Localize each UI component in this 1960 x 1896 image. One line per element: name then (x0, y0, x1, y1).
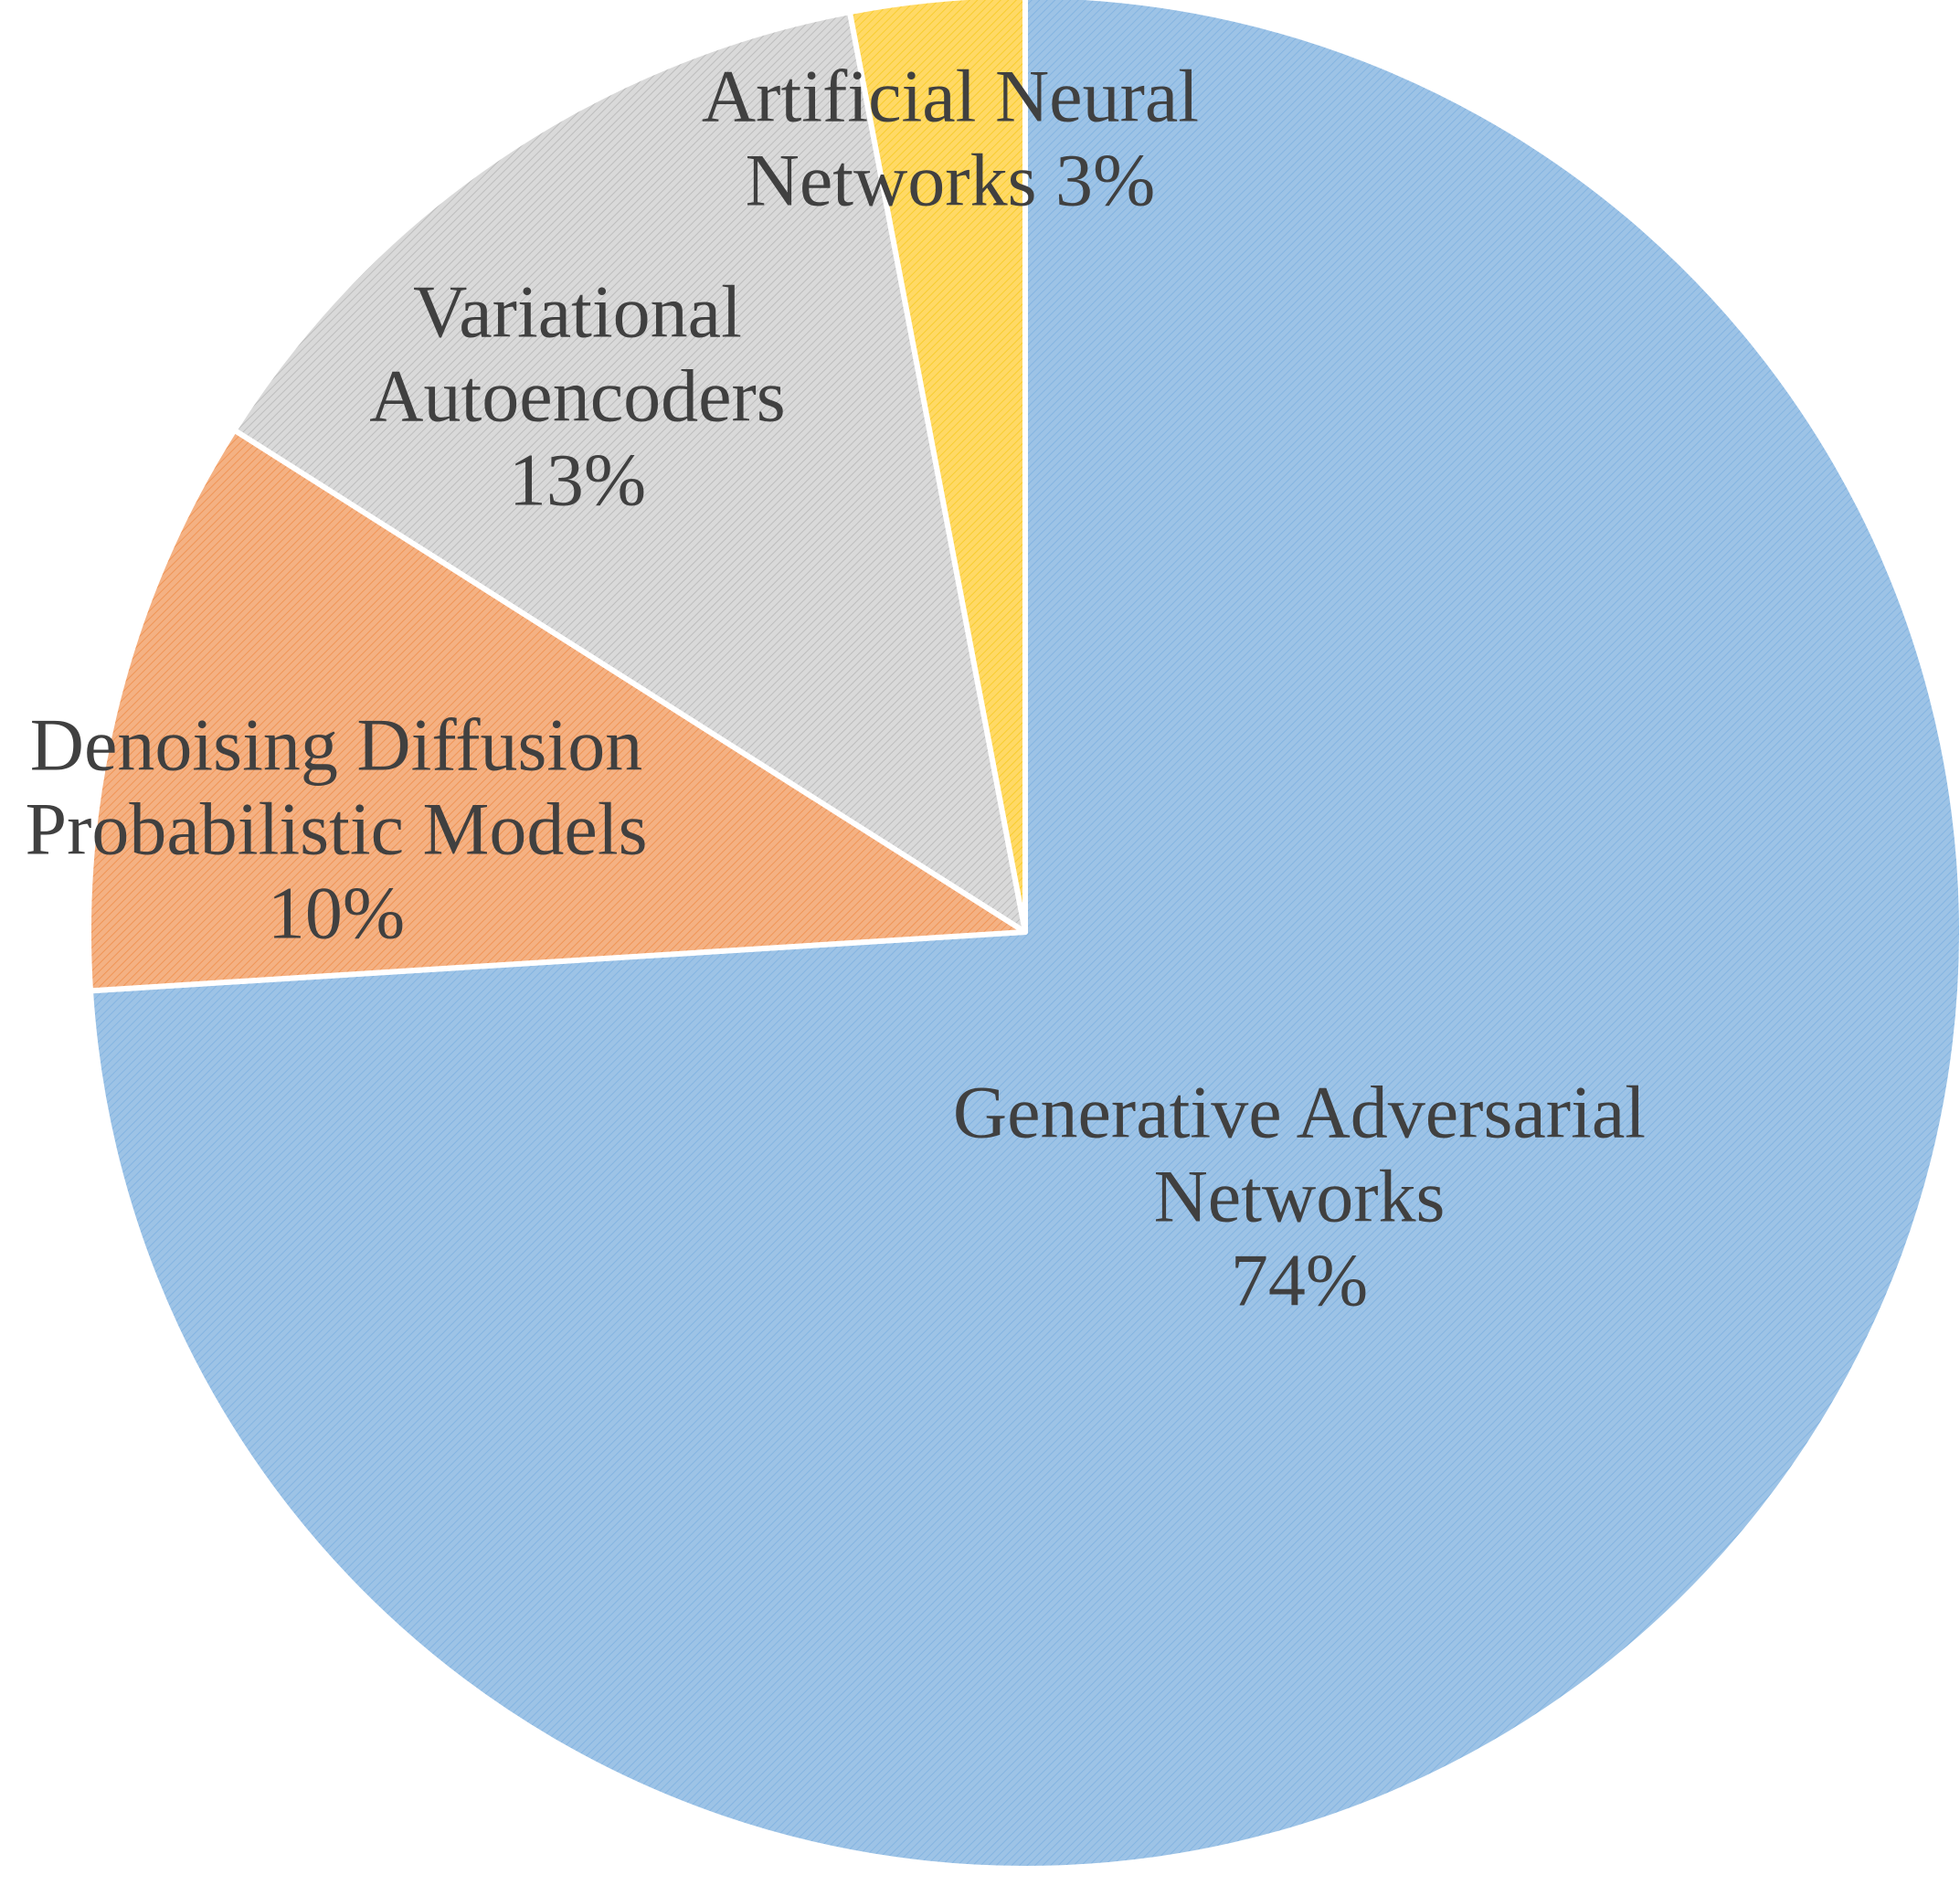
data-label-line: Probabilistic Models (25, 788, 647, 871)
data-label-artificial-neural-networks: Artificial Neural Networks 3% (702, 55, 1199, 222)
data-label-line: Networks (1154, 1155, 1446, 1238)
data-label-denoising-diffusion-probabilistic-models: Denoising Diffusion Probabilistic Models 1… (25, 704, 647, 955)
data-label-generative-adversarial-networks: Generative Adversarial Networks 74% (953, 1071, 1646, 1322)
data-label-line: Denoising Diffusion (30, 704, 642, 787)
pie-labels: Generative Adversarial Networks 74% Denoisi… (25, 55, 1646, 1322)
data-label-line: Artificial Neural (702, 55, 1199, 138)
data-label-line: 13% (509, 439, 646, 522)
data-label-line: 10% (268, 872, 405, 955)
data-label-line: Variational (413, 270, 742, 354)
pie-slice-denoising-diffusion-probabilistic-models (86, 427, 1028, 994)
data-label-variational-autoencoders: Variational Autoencoders 13% (369, 270, 785, 522)
data-label-line: 74% (1231, 1239, 1368, 1322)
data-label-line: Generative Adversarial (953, 1071, 1646, 1154)
pie-slice-artificial-neural-networks (846, 0, 1028, 935)
data-label-line: Networks 3% (746, 139, 1156, 222)
data-label-line: Autoencoders (369, 355, 785, 438)
pie-slices (86, 0, 1960, 1871)
pie-slice-variational-autoencoders (231, 9, 1028, 935)
